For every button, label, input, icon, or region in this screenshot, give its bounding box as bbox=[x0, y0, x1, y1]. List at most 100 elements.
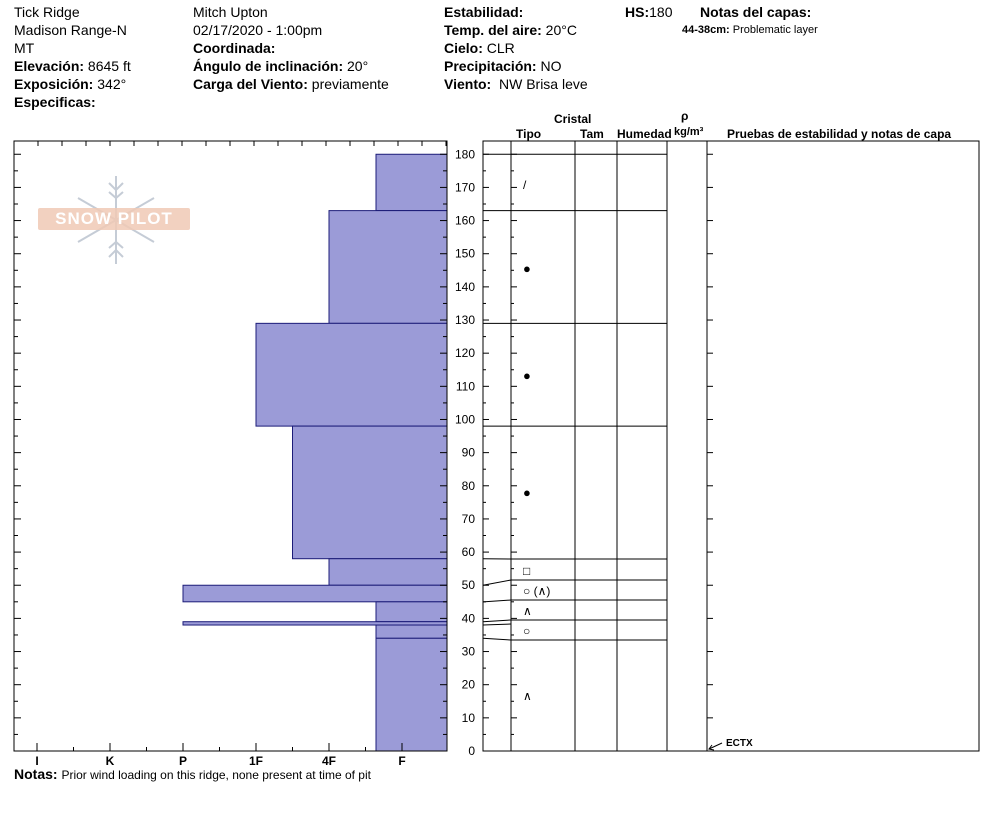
notes-label: Notas: bbox=[14, 766, 58, 782]
layer-boundary-leader bbox=[482, 619, 667, 623]
precip-label: Precipitación: bbox=[444, 58, 537, 74]
specifics-label: Especificas: bbox=[14, 94, 96, 110]
state-name: MT bbox=[14, 40, 35, 56]
layer-boundary-leader bbox=[482, 623, 512, 626]
hardness-layer-bar bbox=[292, 425, 448, 560]
hardness-layer-bar bbox=[375, 624, 448, 639]
wind-load-value: previamente bbox=[311, 76, 389, 92]
depth-tick-label: 60 bbox=[462, 545, 476, 559]
grain-type-symbol: ○ (∧) bbox=[523, 584, 550, 598]
hs-value: 180 bbox=[649, 4, 673, 20]
precipitation: Precipitación: NO bbox=[444, 57, 561, 75]
sky-value: CLR bbox=[486, 40, 515, 56]
layer-boundary-leader bbox=[482, 637, 667, 641]
notes-text: Prior wind loading on this ridge, none p… bbox=[61, 768, 371, 782]
depth-tick-label: 100 bbox=[455, 412, 475, 426]
hardness-scale-label: 4F bbox=[322, 754, 336, 768]
aspect: Exposición: 342° bbox=[14, 75, 126, 93]
wind: Viento: NW Brisa leve bbox=[444, 75, 588, 93]
hardness-layer-bar bbox=[328, 558, 448, 586]
grain-type-symbol: ∧ bbox=[523, 604, 532, 618]
layer-boundary-leader bbox=[482, 599, 667, 603]
hardness-scale-label: I bbox=[35, 754, 38, 768]
depth-tick-label: 110 bbox=[456, 379, 475, 393]
hardness-scale-label: K bbox=[106, 754, 115, 768]
stability-test-label: ECTX bbox=[726, 738, 753, 749]
grain-type-symbol: ● bbox=[523, 368, 531, 383]
elevation: Elevación: 8645 ft bbox=[14, 57, 131, 75]
hardness-scale-label: 1F bbox=[249, 754, 263, 768]
stability-label: Estabilidad: bbox=[444, 4, 524, 20]
depth-tick-label: 150 bbox=[455, 247, 475, 261]
depth-tick-label: 50 bbox=[462, 578, 476, 592]
grain-type-symbol: □ bbox=[523, 564, 530, 578]
humedad-header: Humedad bbox=[617, 127, 672, 141]
tam-header: Tam bbox=[580, 127, 604, 141]
hardness-scale-label: F bbox=[398, 754, 405, 768]
snowpilot-logo: SNOW PILOT bbox=[38, 172, 198, 268]
depth-tick-label: 130 bbox=[455, 313, 475, 327]
density-column-frame bbox=[666, 140, 708, 752]
sky-condition: Cielo: CLR bbox=[444, 39, 515, 57]
hardness-layer-bar bbox=[328, 210, 448, 324]
cristal-header: Cristal bbox=[554, 112, 592, 126]
wind-value: NW Brisa leve bbox=[498, 76, 588, 92]
range-name: Madison Range-N bbox=[14, 22, 127, 38]
layer-note: 44-38cm: Problematic layer bbox=[682, 22, 818, 38]
coordinate-label: Coordinada: bbox=[193, 40, 276, 56]
logo-banner bbox=[38, 208, 190, 230]
layer-boundary-leader bbox=[482, 579, 667, 586]
observation-datetime: 02/17/2020 - 1:00pm bbox=[193, 22, 323, 38]
notes: Notas: Prior wind loading on this ridge,… bbox=[14, 766, 371, 783]
hardness-layer-bar bbox=[375, 153, 448, 212]
depth-tick-label: 120 bbox=[455, 346, 475, 360]
sky-label: Cielo: bbox=[444, 40, 483, 56]
depth-tick-label: 140 bbox=[455, 280, 475, 294]
elevation-value: 8645 ft bbox=[87, 58, 131, 74]
grain-type-symbol: ● bbox=[523, 485, 531, 500]
stability-column-frame bbox=[706, 140, 980, 752]
air-temperature: Temp. del aire: 20°C bbox=[444, 21, 577, 39]
depth-tick-label: 20 bbox=[462, 678, 476, 692]
grain-type-symbol: ● bbox=[523, 261, 531, 276]
layer-note-range: 44-38cm: bbox=[682, 24, 730, 36]
snow-height: HS:180 bbox=[625, 3, 672, 21]
depth-tick-label: 80 bbox=[462, 479, 476, 493]
layer-notes-label: Notas del capas: bbox=[700, 4, 812, 20]
slope-value: 20° bbox=[347, 58, 369, 74]
depth-tick-label: 170 bbox=[455, 180, 475, 194]
hs-label: HS: bbox=[625, 4, 650, 20]
grain-type-symbol: ○ bbox=[523, 624, 530, 638]
depth-tick-label: 40 bbox=[462, 611, 476, 625]
grain-type-symbol: ∧ bbox=[523, 689, 532, 703]
slope-label: Ángulo de inclinación: bbox=[193, 58, 344, 74]
stability-tests-header: Pruebas de estabilidad y notas de capa bbox=[727, 127, 952, 141]
location-name: Tick Ridge bbox=[14, 4, 80, 20]
hardness-layer-bar bbox=[255, 322, 448, 427]
tipo-header: Tipo bbox=[516, 127, 542, 141]
density-unit-header: kg/m³ bbox=[674, 126, 704, 138]
rho-header: ρ bbox=[681, 109, 689, 123]
stability-test-arrow bbox=[708, 742, 723, 750]
air-temp-label: Temp. del aire: bbox=[444, 22, 542, 38]
elevation-label: Elevación: bbox=[14, 58, 85, 74]
logo-text: SNOW PILOT bbox=[55, 209, 173, 228]
wind-label: Viento: bbox=[444, 76, 492, 92]
precip-value: NO bbox=[540, 58, 562, 74]
depth-tick-label: 90 bbox=[462, 446, 476, 460]
depth-tick-label: 180 bbox=[455, 147, 475, 161]
wind-load-label: Carga del Viento: bbox=[193, 76, 308, 92]
layer-note-text: Problematic layer bbox=[732, 24, 818, 36]
air-temp-value: 20°C bbox=[545, 22, 577, 38]
wind-loading: Carga del Viento: previamente bbox=[193, 75, 389, 93]
stability-test-arrowhead bbox=[708, 744, 715, 751]
hardness-layer-bar bbox=[375, 601, 448, 623]
depth-tick-label: 70 bbox=[462, 512, 476, 526]
aspect-value: 342° bbox=[97, 76, 127, 92]
hardness-layer-bar bbox=[375, 637, 448, 752]
slope-angle: Ángulo de inclinación: 20° bbox=[193, 57, 368, 75]
observer-name: Mitch Upton bbox=[193, 4, 268, 20]
depth-tick-label: 30 bbox=[462, 645, 476, 659]
hardness-scale-label: P bbox=[179, 754, 187, 768]
